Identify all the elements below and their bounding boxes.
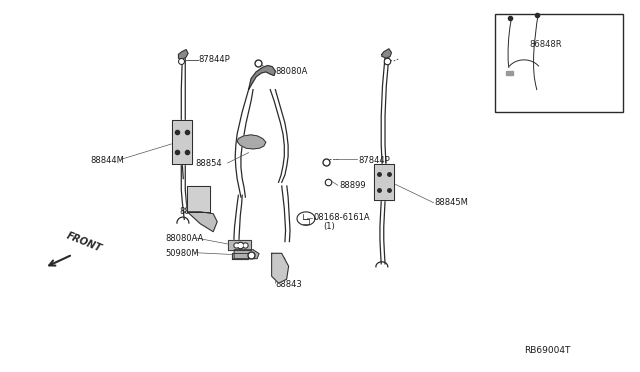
Text: FRONT: FRONT xyxy=(65,230,103,253)
Bar xyxy=(495,14,623,112)
Text: 88080AA: 88080AA xyxy=(166,234,204,243)
Polygon shape xyxy=(188,212,217,232)
Polygon shape xyxy=(506,71,513,75)
Polygon shape xyxy=(237,135,266,149)
Text: 86848R: 86848R xyxy=(531,42,563,51)
Polygon shape xyxy=(172,121,192,164)
Polygon shape xyxy=(188,186,210,212)
Text: 87844P: 87844P xyxy=(199,55,230,64)
Polygon shape xyxy=(374,164,394,200)
Text: 88844M: 88844M xyxy=(90,155,124,164)
Text: 87844P: 87844P xyxy=(358,155,390,164)
Text: 50980M: 50980M xyxy=(166,249,199,258)
Polygon shape xyxy=(232,253,248,259)
Text: 08168-6161A: 08168-6161A xyxy=(314,213,371,222)
Text: 88843: 88843 xyxy=(275,280,302,289)
Text: 88845M: 88845M xyxy=(435,198,468,207)
Polygon shape xyxy=(179,49,188,60)
Text: 88080A: 88080A xyxy=(275,67,308,76)
Text: 88854: 88854 xyxy=(196,159,222,168)
Text: (1): (1) xyxy=(323,221,335,231)
Polygon shape xyxy=(228,240,251,250)
Polygon shape xyxy=(248,65,275,90)
Polygon shape xyxy=(234,250,259,259)
Text: RB69004T: RB69004T xyxy=(524,346,570,355)
Polygon shape xyxy=(382,49,392,58)
Text: 86848R: 86848R xyxy=(529,40,562,49)
Polygon shape xyxy=(271,253,289,283)
Text: 88852: 88852 xyxy=(180,208,206,217)
Text: 88899: 88899 xyxy=(339,182,365,190)
